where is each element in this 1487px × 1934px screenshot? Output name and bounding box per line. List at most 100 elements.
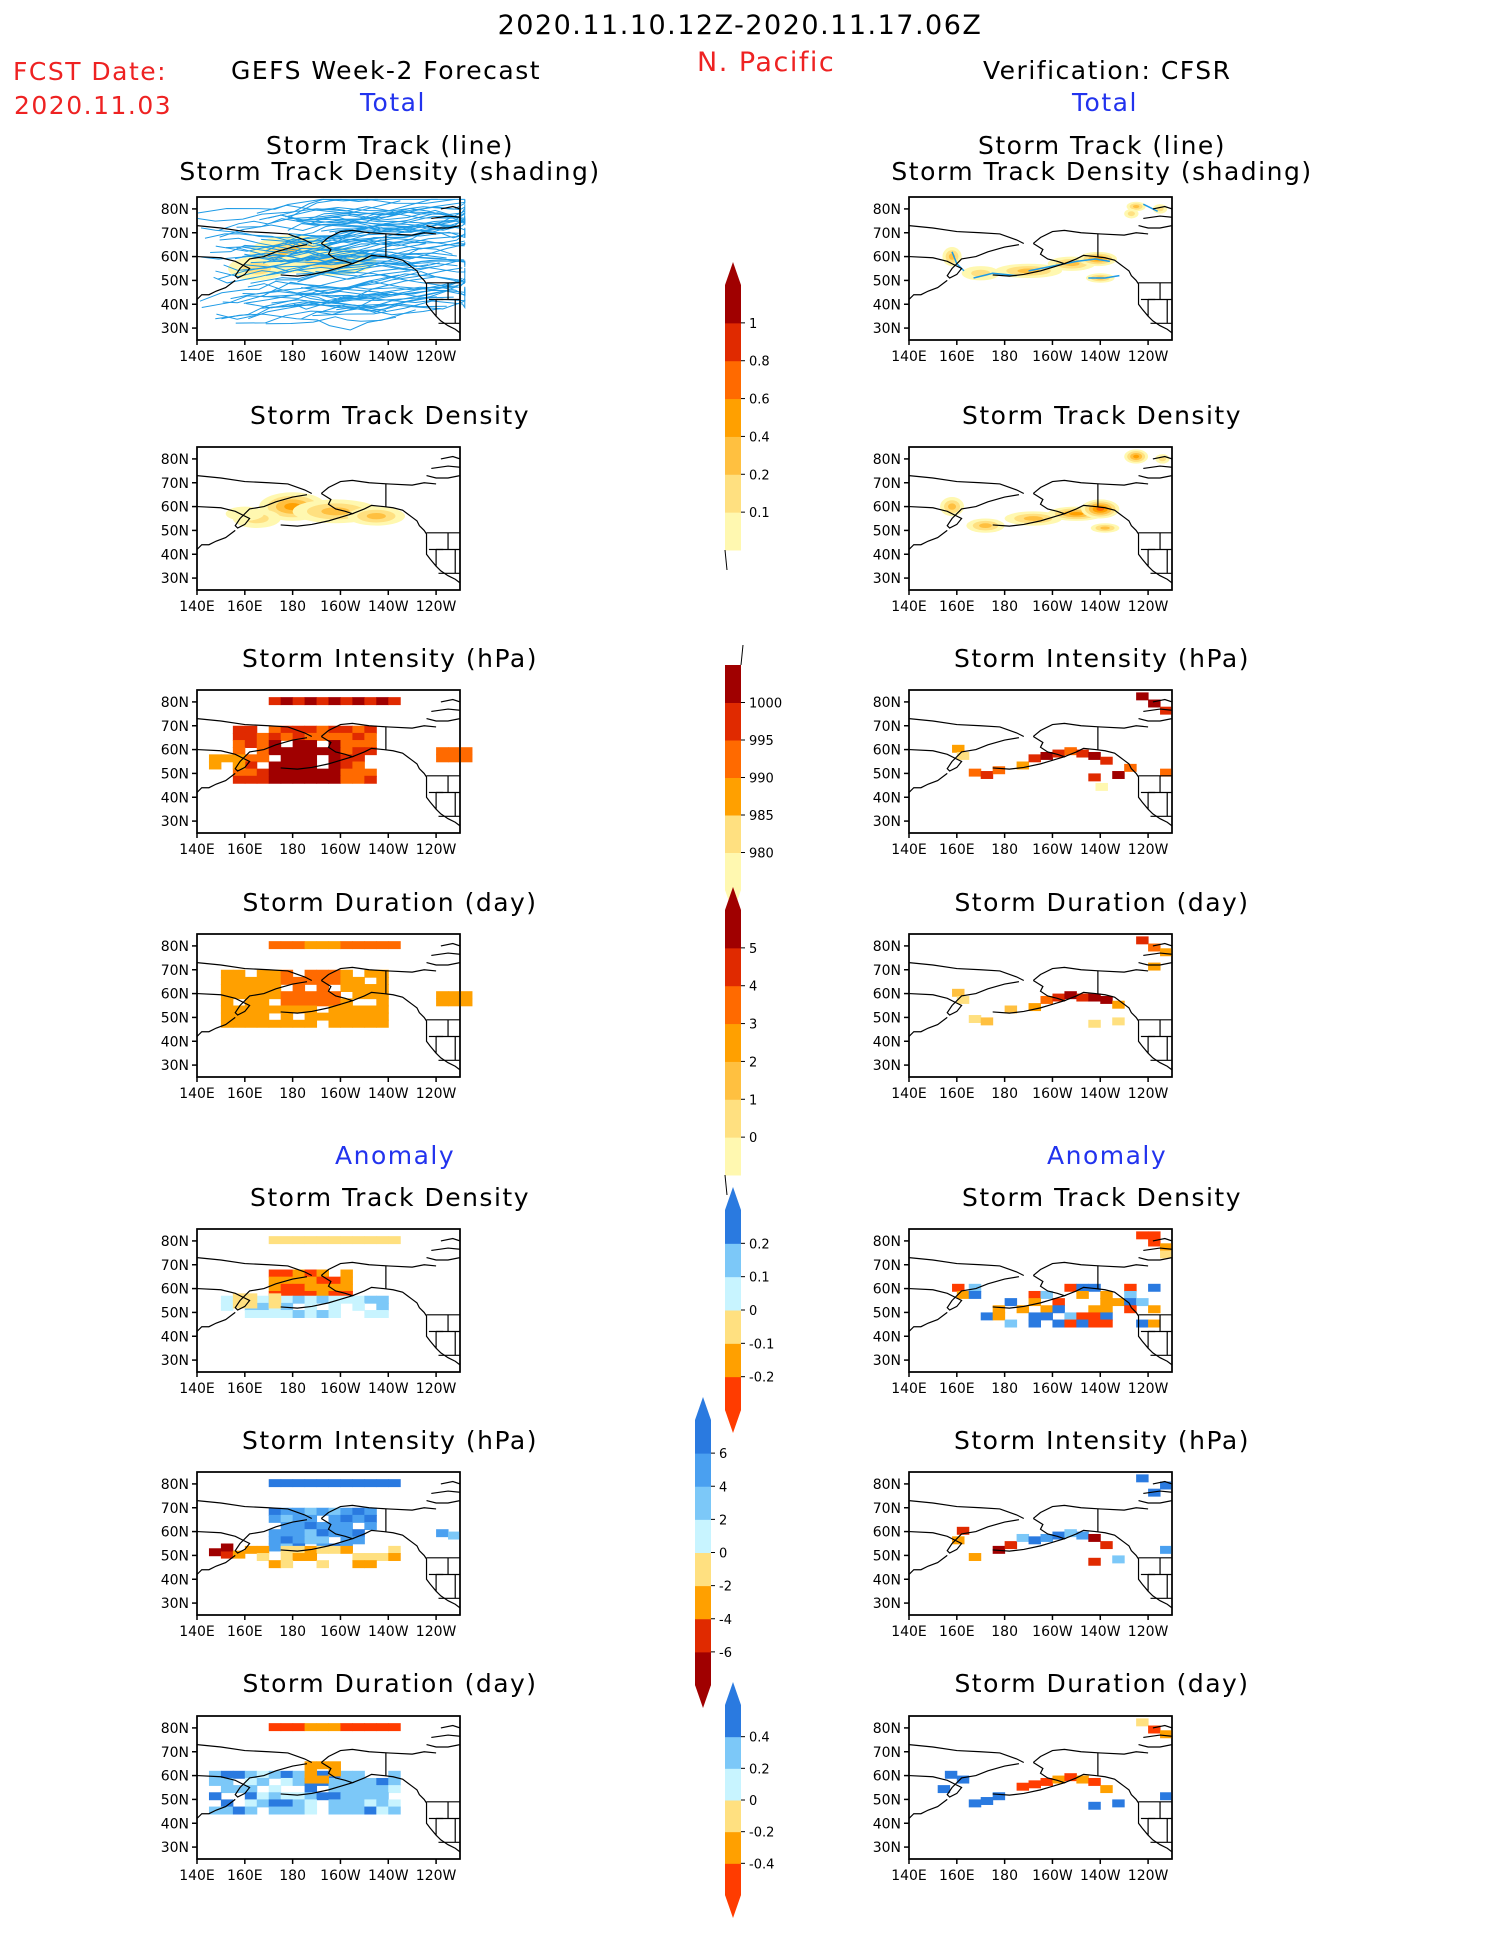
right-track-density-ytick-label: 80N [873, 452, 901, 468]
right-duration-cell [1004, 1005, 1018, 1014]
right-duration-cell [980, 1017, 994, 1026]
left-anom-duration-cell [280, 1799, 294, 1808]
left-intensity-cell [232, 747, 246, 756]
left-duration-cell [280, 998, 294, 1007]
colorbar-intensity-tick-label: 990 [749, 772, 774, 787]
right-intensity-cell [956, 751, 970, 760]
left-duration-cell [292, 991, 306, 1000]
left-intensity-cell [460, 747, 473, 756]
right-anom-intensity-cell [1004, 1541, 1018, 1550]
right-anom-duration-ytick-label: 50N [873, 1792, 901, 1808]
colorbar-duration-segment [725, 1061, 741, 1100]
left-duration-cell [292, 1005, 306, 1014]
left-anom-duration-cell [292, 1806, 306, 1815]
left-track-lines-track [217, 243, 426, 280]
right-track-lines-track [973, 272, 1017, 279]
left-anom-intensity-cell [316, 1536, 329, 1545]
left-anom-duration-cell [268, 1723, 282, 1732]
left-intensity: 140E 160E 180 160W 140W 120W 80N 70N 60N 50N 40N 30… [137, 682, 473, 867]
left-intensity-cell [208, 761, 222, 770]
left-anom-intensity-cell [268, 1514, 282, 1523]
left-anom-intensity-cell [280, 1529, 294, 1538]
left-anom-duration-cell [328, 1799, 341, 1808]
left-anom-intensity-cell [244, 1545, 258, 1554]
left-intensity-xtick-label: 140E [179, 842, 215, 858]
left-duration-cell [280, 941, 294, 950]
left-anom-density-cell [340, 1269, 353, 1278]
left-intensity-cell [268, 747, 282, 756]
left-track-lines-track [296, 287, 466, 300]
fcst-label: FCST Date: [13, 57, 168, 86]
left-duration-coastline [197, 942, 460, 1071]
left-intensity-cell [268, 697, 282, 706]
left-anom-density-cell [328, 1302, 341, 1311]
colorbar-duration-segment [725, 1099, 741, 1138]
left-intensity-cell [364, 768, 377, 777]
colorbar-anom-duration-segment [725, 1831, 741, 1864]
left-anom-intensity-xtick-label: 160W [320, 1624, 361, 1640]
right-panel7-title: Storm Duration (day) [954, 1669, 1250, 1698]
right-anom-duration-ytick-label: 80N [873, 1721, 901, 1737]
left-panel2-title: Storm Track Density [249, 401, 530, 430]
left-anom-intensity-cell [268, 1543, 282, 1552]
colorbar-anom-intensity-segment [695, 1420, 711, 1454]
left-anom-duration-cell [340, 1770, 353, 1779]
left-anom-intensity-cell [352, 1529, 365, 1538]
right-track-lines-ytick-label: 60N [873, 250, 901, 266]
colorbar-density-segment [725, 398, 741, 437]
right-anom-density-cell [1100, 1312, 1113, 1321]
colorbar-anom-duration-tick-label: 0 [749, 1794, 757, 1809]
left-track-lines-ytick-label: 50N [161, 273, 189, 289]
right-panel4-title: Storm Duration (day) [954, 888, 1250, 917]
colorbar-anom-intensity-tick-label: -4 [719, 1613, 732, 1628]
left-anom-intensity-cell [364, 1514, 377, 1523]
left-anom-duration-cell [280, 1770, 294, 1779]
left-anom-duration-cell [256, 1799, 270, 1808]
colorbar-anom-intensity-segment [695, 1486, 711, 1520]
left-anom-density-xtick-label: 160W [320, 1381, 361, 1397]
left-anom-duration-cell [388, 1770, 401, 1779]
left-anom-intensity-cell [436, 1529, 449, 1538]
left-duration-cell [328, 969, 341, 978]
right-track-density-density-blob [948, 503, 957, 510]
left-anom-density-cell [328, 1276, 341, 1285]
left-intensity-xtick-label: 160W [320, 842, 361, 858]
right-panel1-title-b: Storm Track Density (shading) [891, 157, 1313, 186]
right-anom-density-cell [1100, 1290, 1113, 1299]
left-anom-duration-cell [208, 1770, 222, 1779]
left-duration-cell [460, 998, 473, 1007]
left-anom-duration-cell [364, 1777, 377, 1786]
left-duration-cell [376, 1005, 389, 1014]
right-anom-density-ytick-label: 40N [873, 1329, 901, 1345]
left-anom-intensity-cell [280, 1560, 294, 1569]
right-anom-density-cell [1076, 1290, 1089, 1299]
left-anom-density-cell [256, 1310, 270, 1318]
left-anomaly-label: Anomaly [335, 1141, 456, 1170]
left-duration-cell [352, 984, 365, 992]
left-intensity-cell [256, 732, 270, 741]
left-anom-density-cell [292, 1295, 306, 1304]
right-duration-cell [1160, 948, 1173, 957]
left-anom-intensity-cell [304, 1522, 318, 1530]
right-track-lines-xtick-label: 160W [1032, 349, 1073, 365]
left-duration-cell [292, 976, 306, 985]
left-duration-cell [280, 991, 294, 1000]
right-anom-density-cell [1136, 1319, 1149, 1328]
left-intensity-cell [256, 747, 270, 756]
right-duration-xtick-label: 180 [991, 1086, 1018, 1102]
left-track-lines-track [320, 232, 466, 253]
left-anom-density-cell [388, 1236, 401, 1245]
colorbar-density-tick-label: 0.8 [749, 355, 770, 370]
left-anom-intensity-cell [352, 1553, 365, 1561]
left-duration-cell [328, 998, 341, 1007]
left-anom-intensity-cell [292, 1514, 306, 1523]
left-anom-duration-ytick-label: 80N [161, 1721, 189, 1737]
colorbar-anom-duration-tick-label: -0.2 [749, 1826, 774, 1841]
left-intensity-xtick-label: 140W [368, 842, 409, 858]
left-duration-cell [256, 1005, 270, 1014]
colorbar-anom-duration-tick-label: 0.4 [749, 1731, 770, 1746]
left-anom-duration-cell [328, 1806, 341, 1815]
colorbar-anom-density-segment [725, 1243, 741, 1278]
right-anom-density-cell [1016, 1305, 1030, 1314]
right-anom-density-xtick-label: 160E [939, 1381, 975, 1397]
